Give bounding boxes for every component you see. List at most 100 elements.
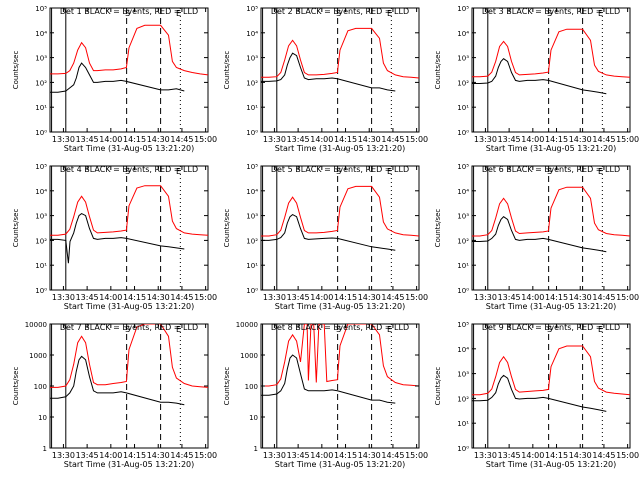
series-lld-line: [50, 24, 208, 76]
x-tick-label: 14:45: [592, 293, 615, 302]
x-axis-label: Start Time (31-Aug-05 13:21:20): [275, 460, 406, 469]
x-tick-label: 14:00: [521, 135, 544, 144]
x-axis-label: Start Time (31-Aug-05 13:21:20): [64, 144, 195, 153]
x-tick-label: 14:15: [123, 293, 146, 302]
x-tick-label: 14:30: [358, 135, 381, 144]
panel-det-4: S E 13:30 13:45 14:00 14:15 14:30 14:45 15:00 10⁰…: [12, 163, 217, 311]
y-tick-label: 10⁰: [457, 287, 469, 295]
x-tick-label: 15:00: [616, 451, 639, 460]
y-tick-label: 1000: [29, 352, 47, 360]
panel-det-8: S E 13:30 13:45 14:00 14:15 14:30 14:45 15:00 1 10…: [223, 321, 428, 469]
y-tick-label: 10¹: [35, 104, 47, 112]
y-tick-label: 10⁵: [457, 5, 469, 13]
panel-title: Det 9 BLACK = Events, RED = LLD: [482, 323, 620, 332]
y-tick-label: 10⁵: [457, 321, 469, 329]
series-events-line: [261, 354, 396, 404]
x-tick-label: 14:30: [147, 293, 170, 302]
x-tick-label: 14:00: [99, 293, 122, 302]
x-tick-label: 14:45: [381, 293, 404, 302]
marker-label: S: [336, 9, 341, 18]
panel-title: Det 3 BLACK = Events, RED = LLD: [482, 7, 620, 16]
marker-label: E: [387, 9, 392, 18]
y-tick-label: 10⁰: [246, 287, 258, 295]
marker-label: E: [176, 325, 181, 334]
marker-label: S: [336, 167, 341, 176]
x-axis-label: Start Time (31-Aug-05 13:21:20): [486, 460, 617, 469]
y-tick-label: 10⁵: [246, 163, 258, 171]
panel-title: Det 4 BLACK = Events, RED = LLD: [60, 165, 198, 174]
x-tick-label: 13:45: [498, 451, 521, 460]
y-tick-label: 10: [249, 414, 258, 422]
plot-frame: [49, 7, 209, 133]
y-tick-label: 100: [34, 383, 47, 391]
marker-label: E: [176, 167, 181, 176]
x-tick-label: 14:45: [170, 451, 193, 460]
marker-label: E: [598, 325, 603, 334]
x-tick-label: 14:15: [545, 451, 568, 460]
panel-title: Det 7 BLACK = Events, RED = LLD: [60, 323, 198, 332]
y-axis-label: Counts/sec: [12, 209, 20, 248]
series-lld-line: [261, 27, 419, 79]
marker-label: S: [125, 325, 130, 334]
plot-frame: [260, 165, 420, 291]
x-tick-label: 15:00: [194, 451, 217, 460]
y-tick-label: 10²: [246, 237, 258, 245]
panel-title: Det 8 BLACK = Events, RED = LLD: [271, 323, 409, 332]
x-tick-label: 13:30: [263, 135, 286, 144]
panel-det-5: S E 13:30 13:45 14:00 14:15 14:30 14:45 15:00 10⁰…: [223, 163, 428, 311]
x-tick-label: 14:15: [334, 451, 357, 460]
x-tick-label: 14:30: [147, 135, 170, 144]
series-lld-line: [472, 28, 630, 78]
y-tick-label: 10¹: [246, 104, 258, 112]
marker-label: E: [598, 167, 603, 176]
x-tick-label: 15:00: [405, 451, 428, 460]
x-tick-label: 14:15: [123, 451, 146, 460]
marker-label: S: [547, 325, 552, 334]
y-tick-label: 10¹: [457, 262, 469, 270]
x-tick-label: 13:45: [76, 293, 99, 302]
x-tick-label: 13:30: [52, 451, 75, 460]
series-events-line: [50, 355, 185, 406]
y-tick-label: 10: [38, 414, 47, 422]
series-events-line: [261, 52, 396, 92]
y-tick-label: 10⁴: [457, 346, 469, 354]
y-tick-label: 100: [245, 383, 258, 391]
x-tick-label: 14:15: [123, 135, 146, 144]
y-tick-label: 10⁴: [457, 188, 469, 196]
x-tick-label: 14:45: [170, 135, 193, 144]
y-tick-label: 10¹: [457, 104, 469, 112]
y-axis-label: Counts/sec: [12, 367, 20, 406]
plot-frame: [471, 7, 631, 133]
marker-label: S: [125, 9, 130, 18]
y-tick-label: 10²: [457, 79, 469, 87]
y-tick-label: 10⁴: [457, 30, 469, 38]
y-tick-label: 1: [254, 445, 258, 453]
series-lld-line: [50, 185, 208, 236]
y-tick-label: 10⁴: [246, 188, 258, 196]
series-events-line: [472, 216, 607, 253]
y-tick-label: 10⁵: [246, 5, 258, 13]
x-tick-label: 13:45: [498, 135, 521, 144]
panel-det-6: S E 13:30 13:45 14:00 14:15 14:30 14:45 15:00 10⁰…: [434, 163, 639, 311]
y-tick-label: 10³: [457, 55, 469, 63]
y-tick-label: 10²: [246, 79, 258, 87]
y-tick-label: 10⁵: [35, 163, 47, 171]
marker-label: E: [387, 325, 392, 334]
x-axis-label: Start Time (31-Aug-05 13:21:20): [486, 302, 617, 311]
x-tick-label: 14:00: [310, 293, 333, 302]
x-tick-label: 15:00: [194, 135, 217, 144]
panel-det-1: S E 13:30 13:45 14:00 14:15 14:30 14:45 15:00 10⁰…: [12, 5, 217, 153]
y-tick-label: 10³: [457, 371, 469, 379]
y-tick-label: 10¹: [246, 262, 258, 270]
x-tick-label: 15:00: [616, 293, 639, 302]
x-tick-label: 13:30: [474, 135, 497, 144]
series-lld-line: [261, 324, 419, 387]
x-tick-label: 14:00: [310, 451, 333, 460]
panel-det-2: S E 13:30 13:45 14:00 14:15 14:30 14:45 15:00 10⁰…: [223, 5, 428, 153]
x-tick-label: 14:15: [545, 293, 568, 302]
x-axis-label: Start Time (31-Aug-05 13:21:20): [64, 460, 195, 469]
panel-title: Det 1 BLACK = Events, RED = LLD: [60, 7, 198, 16]
x-tick-label: 14:00: [521, 451, 544, 460]
marker-label: E: [598, 9, 603, 18]
panel-title: Det 6 BLACK = Events, RED = LLD: [482, 165, 620, 174]
